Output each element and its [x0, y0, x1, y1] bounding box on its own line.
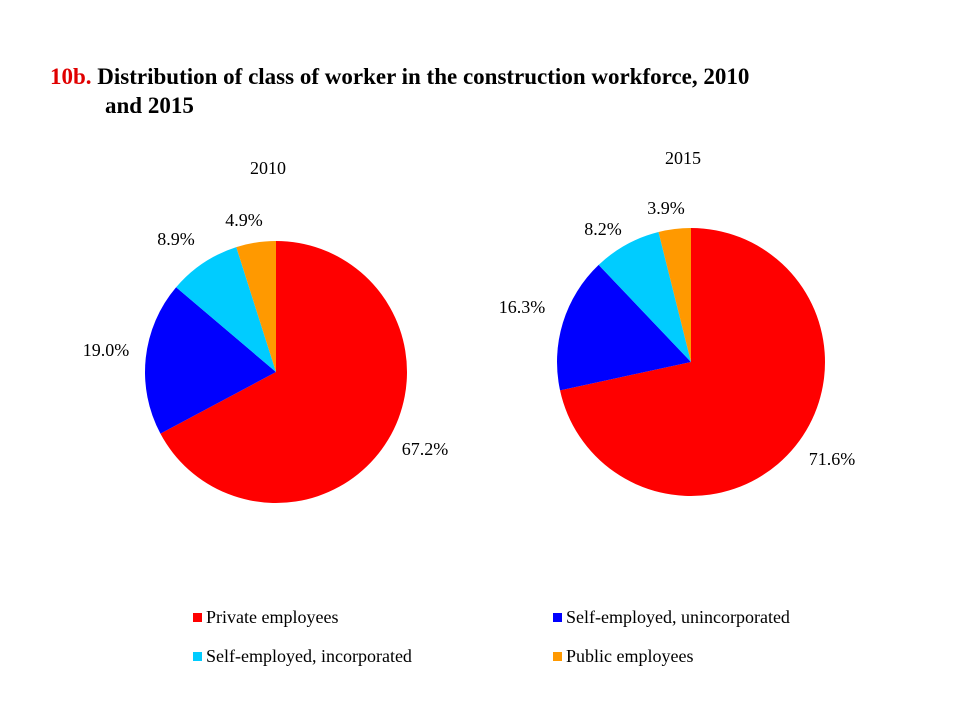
legend-item-public: Public employees — [553, 646, 693, 667]
legend-swatch — [553, 613, 562, 622]
pie-slice-2010-1 — [145, 287, 276, 434]
pie-slice-2010-3 — [236, 241, 276, 372]
data-label: 67.2% — [402, 439, 449, 459]
pie-title: 2015 — [665, 148, 701, 168]
legend-label: Self-employed, unincorporated — [566, 607, 790, 627]
legend-item-unincorporated: Self-employed, unincorporated — [553, 607, 790, 628]
title-line-1: Distribution of class of worker in the c… — [97, 64, 750, 89]
data-label: 19.0% — [83, 340, 130, 360]
pie-slice-2015-3 — [658, 228, 691, 362]
legend-swatch — [553, 652, 562, 661]
pie-title: 2010 — [250, 158, 286, 178]
data-label: 8.9% — [157, 229, 195, 249]
data-label: 71.6% — [809, 449, 856, 469]
chart-title: 10b. Distribution of class of worker in … — [50, 62, 890, 120]
legend-item-incorporated: Self-employed, incorporated — [193, 646, 412, 667]
pie-slice-2015-1 — [557, 264, 691, 391]
title-number: 10b. — [50, 64, 92, 89]
data-label: 16.3% — [499, 297, 546, 317]
pie-slice-2010-0 — [160, 241, 407, 503]
legend-swatch — [193, 652, 202, 661]
legend-swatch — [193, 613, 202, 622]
legend-label: Self-employed, incorporated — [206, 646, 412, 666]
legend-item-private: Private employees — [193, 607, 338, 628]
pie-slice-2015-0 — [560, 228, 825, 496]
legend-label: Private employees — [206, 607, 339, 627]
title-line-2: and 2015 — [105, 93, 194, 118]
pie-slice-2010-2 — [176, 247, 276, 372]
data-label: 3.9% — [647, 198, 685, 218]
legend-label: Public employees — [566, 646, 694, 666]
data-label: 8.2% — [584, 219, 622, 239]
data-label: 4.9% — [225, 210, 263, 230]
pie-slice-2015-2 — [598, 232, 691, 362]
